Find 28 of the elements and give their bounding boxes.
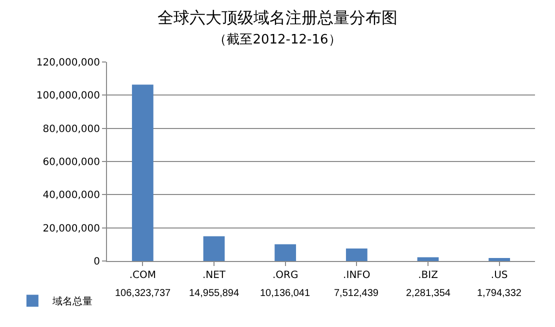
y-tick-label: 60,000,000	[42, 157, 100, 168]
bar	[417, 257, 439, 261]
y-tick-label: 80,000,000	[42, 124, 100, 135]
x-tick-label: .ORG	[272, 270, 298, 281]
bar	[346, 248, 368, 261]
bar	[203, 236, 225, 261]
data-label: 7,512,439	[334, 288, 379, 299]
x-tick-label: .COM	[129, 270, 156, 281]
bar	[132, 84, 154, 261]
x-tick-label: .INFO	[343, 270, 370, 281]
data-label: 2,281,354	[406, 288, 451, 299]
y-tick-label: 0	[94, 256, 100, 268]
y-tick-label: 100,000,000	[36, 90, 100, 102]
data-label: 1,794,332	[477, 288, 522, 299]
bar	[274, 244, 296, 261]
x-tick-label: .NET	[202, 270, 226, 281]
y-tick-label: 40,000,000	[42, 190, 100, 202]
data-label: 106,323,737	[115, 288, 172, 299]
legend-label: 域名总量	[51, 296, 92, 308]
data-label: 14,955,894	[189, 288, 240, 299]
y-tick-label: 120,000,000	[36, 58, 100, 68]
x-tick-label: .BIZ	[418, 270, 438, 281]
chart-subtitle: （截至2012-12-16）	[214, 32, 342, 48]
bar	[488, 258, 510, 261]
data-label: 10,136,041	[260, 288, 310, 299]
x-tick-label: .US	[490, 270, 508, 281]
y-tick-label: 20,000,000	[42, 223, 100, 234]
chart-title: 全球六大顶级域名注册总量分布图	[158, 8, 398, 27]
